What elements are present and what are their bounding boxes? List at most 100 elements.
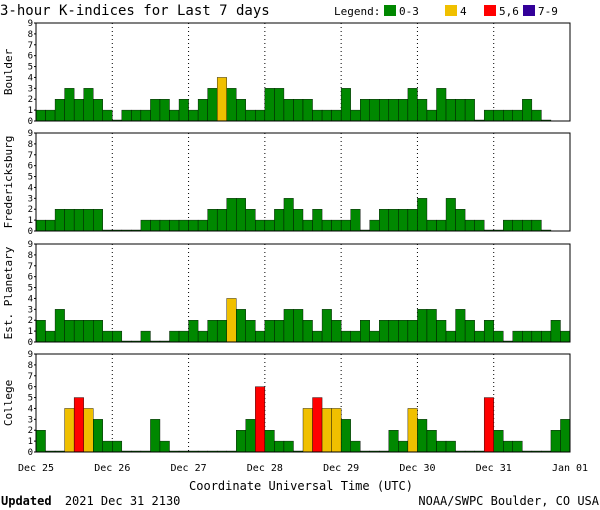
y-tick-label: 7 <box>28 41 33 51</box>
k-index-bar <box>197 330 208 343</box>
k-index-bar <box>340 419 351 453</box>
k-index-bar <box>236 430 246 453</box>
k-index-bar <box>436 219 447 232</box>
k-index-bar <box>302 408 313 453</box>
k-index-bar <box>93 99 103 122</box>
k-index-bar <box>369 219 380 232</box>
k-index-bar <box>73 397 84 453</box>
panel-name: Boulder <box>2 48 15 95</box>
k-index-bar <box>150 219 161 232</box>
k-index-bar <box>226 198 237 232</box>
footer-updated-value: 2021 Dec 31 2130 <box>65 494 181 508</box>
y-tick-label: 1 <box>28 106 33 116</box>
legend-label: Legend: <box>334 5 380 18</box>
k-index-bar <box>45 219 56 232</box>
k-index-bar <box>426 219 437 232</box>
y-tick-label: 1 <box>28 327 33 337</box>
k-index-bar <box>255 386 266 453</box>
k-index-bar <box>93 209 103 232</box>
k-index-bar <box>464 99 475 122</box>
k-index-bar <box>283 99 294 122</box>
k-index-bar <box>35 320 46 343</box>
k-index-bar <box>264 219 275 232</box>
k-index-bar <box>207 209 218 232</box>
panel-name: College <box>2 380 15 426</box>
k-index-bar <box>207 88 218 122</box>
k-index-bar <box>417 198 428 232</box>
k-index-bar <box>188 109 199 122</box>
k-index-bar <box>321 408 332 453</box>
y-tick-label: 4 <box>28 73 33 83</box>
k-index-bar <box>350 209 361 232</box>
y-tick-label: 0 <box>28 448 33 458</box>
y-tick-label: 5 <box>28 173 33 183</box>
y-tick-label: 3 <box>28 84 33 94</box>
y-tick-label: 6 <box>28 383 33 393</box>
y-tick-label: 3 <box>28 305 33 315</box>
panel-name: Est. Planetary <box>2 246 15 339</box>
k-index-bar <box>293 209 304 232</box>
k-index-bar <box>512 330 523 343</box>
k-index-bar <box>445 99 456 122</box>
k-index-bar <box>197 219 208 232</box>
k-index-bar <box>83 209 94 232</box>
k-index-bar <box>73 320 84 343</box>
y-tick-label: 5 <box>28 284 33 294</box>
x-tick-label: Dec 26 <box>94 463 130 474</box>
y-tick-label: 2 <box>28 316 33 326</box>
k-index-bar <box>312 330 323 343</box>
k-index-bar <box>550 430 561 453</box>
k-index-bar <box>45 109 56 122</box>
y-tick-label: 2 <box>28 95 33 105</box>
x-tick-label: Dec 25 <box>18 463 54 474</box>
y-tick-label: 9 <box>28 19 33 29</box>
k-index-bar <box>417 419 428 453</box>
k-index-bar <box>159 440 170 453</box>
k-index-bar <box>331 219 342 232</box>
k-index-bar <box>207 320 218 343</box>
k-index-bar <box>436 88 447 122</box>
k-index-bar <box>216 77 227 122</box>
k-index-bar <box>350 109 361 122</box>
k-index-bar <box>483 109 494 122</box>
x-tick-label: Jan 01 <box>552 463 588 474</box>
k-index-bar <box>274 320 285 343</box>
k-index-bar <box>321 219 332 232</box>
k-index-bar <box>455 99 466 122</box>
k-index-bar <box>302 320 313 343</box>
k-index-bar <box>236 309 246 343</box>
k-index-bar <box>503 219 513 232</box>
k-index-bar <box>493 430 504 453</box>
y-tick-label: 2 <box>28 426 33 436</box>
k-index-bar <box>255 109 266 122</box>
k-index-bar <box>445 330 456 343</box>
panels: 0123456789Boulder0123456789Fredericksbur… <box>2 19 571 458</box>
k-index-bar <box>216 320 227 343</box>
k-index-bar <box>503 109 513 122</box>
k-index-bar <box>331 408 342 453</box>
y-tick-label: 8 <box>28 140 33 150</box>
panel-name: Fredericksburg <box>2 136 15 229</box>
k-index-bar <box>407 408 418 453</box>
y-tick-label: 6 <box>28 52 33 62</box>
k-index-bar <box>312 109 323 122</box>
k-index-bar <box>522 330 533 343</box>
k-index-bar <box>140 109 151 122</box>
k-index-bar <box>178 330 189 343</box>
y-tick-label: 4 <box>28 404 33 414</box>
x-tick-label: Dec 31 <box>476 463 512 474</box>
k-index-bar <box>464 320 475 343</box>
k-index-bar <box>178 219 189 232</box>
k-index-bar <box>531 219 542 232</box>
k-index-bar <box>283 309 294 343</box>
k-index-bar <box>274 209 285 232</box>
k-index-bar <box>388 209 399 232</box>
y-tick-label: 8 <box>28 251 33 261</box>
k-index-bar <box>93 320 103 343</box>
k-index-bar <box>379 320 390 343</box>
footer-updated-label: Updated <box>1 494 52 508</box>
k-index-bar <box>379 99 390 122</box>
k-index-bar <box>54 309 65 343</box>
k-index-bar <box>226 88 237 122</box>
